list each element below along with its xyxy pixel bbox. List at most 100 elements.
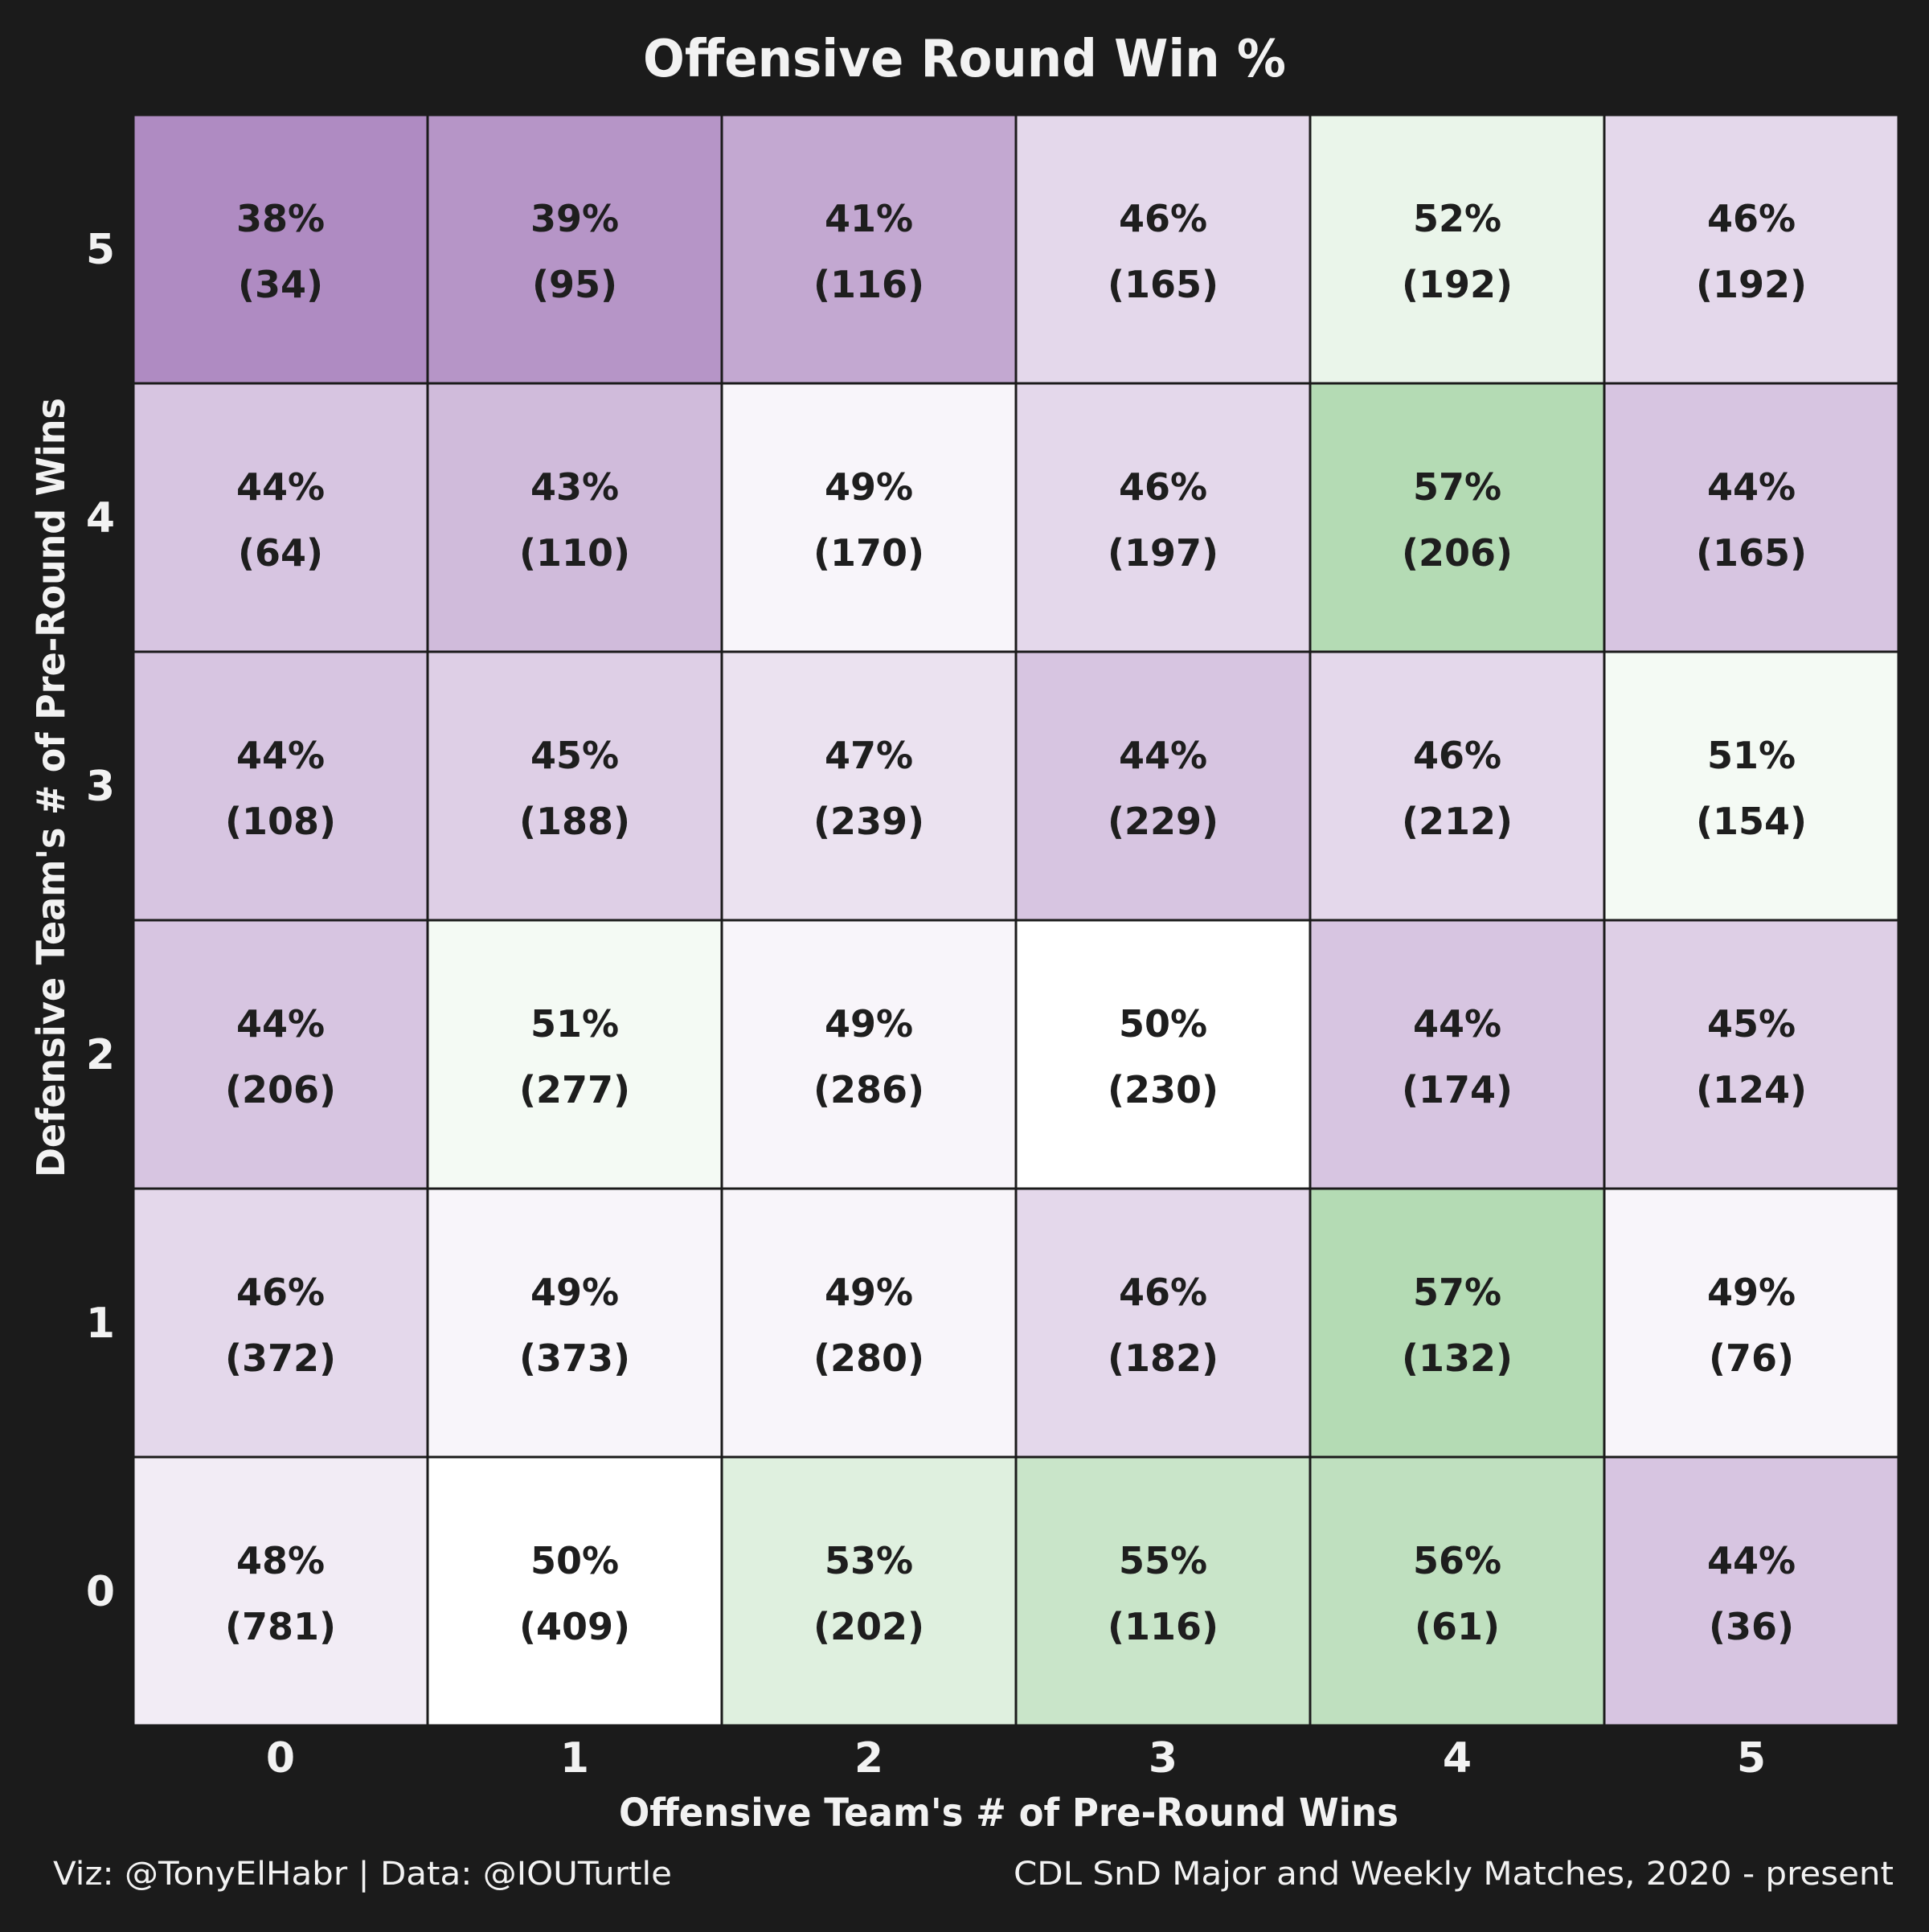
heatmap-cell-x1-y1 [426, 1187, 723, 1459]
cell-pct-label: 44% [1707, 465, 1796, 509]
y-tick-label: 1 [86, 1300, 115, 1348]
cell-pct-label: 46% [1119, 197, 1207, 240]
cell-pct-label: 39% [530, 197, 619, 240]
cell-pct-label: 44% [236, 734, 325, 777]
cell-count-label: (61) [1415, 1605, 1500, 1648]
cell-count-label: (192) [1402, 263, 1513, 306]
heatmap-cell-x2-y5 [720, 113, 1018, 385]
heatmap-cell-x0-y2 [132, 919, 429, 1190]
heatmap-cell-x3-y3 [1014, 650, 1312, 922]
heatmap-cell-x2-y2 [720, 919, 1018, 1190]
cell-count-label: (170) [813, 531, 924, 575]
cell-pct-label: 51% [530, 1002, 619, 1046]
cell-count-label: (206) [225, 1068, 336, 1111]
y-tick-label: 4 [86, 494, 115, 542]
caption-right: CDL SnD Major and Weekly Matches, 2020 -… [1014, 1856, 1894, 1893]
cell-pct-label: 49% [825, 1002, 913, 1046]
heatmap-cell-x5-y1 [1603, 1187, 1900, 1459]
cell-pct-label: 55% [1119, 1539, 1207, 1582]
cell-pct-label: 49% [530, 1271, 619, 1314]
cell-pct-label: 50% [1119, 1002, 1207, 1046]
cell-pct-label: 44% [236, 465, 325, 509]
cell-count-label: (132) [1402, 1336, 1513, 1380]
heatmap-cell-x0-y1 [132, 1187, 429, 1459]
cell-count-label: (188) [519, 800, 630, 843]
cell-count-label: (108) [225, 800, 336, 843]
heatmap-cell-x1-y3 [426, 650, 723, 922]
cell-count-label: (116) [813, 263, 924, 306]
heatmap-cell-x2-y3 [720, 650, 1018, 922]
cell-pct-label: 46% [1119, 465, 1207, 509]
x-axis-label: Offensive Team's # of Pre-Round Wins [619, 1791, 1399, 1836]
cell-pct-label: 57% [1413, 465, 1501, 509]
heatmap-cell-x0-y0 [132, 1455, 429, 1727]
caption-left: Viz: @TonyElHabr | Data: @IOUTurtle [53, 1856, 672, 1893]
heatmap-cell-x5-y2 [1603, 919, 1900, 1190]
cell-count-label: (124) [1696, 1068, 1807, 1111]
heatmap-cell-x3-y4 [1014, 382, 1312, 653]
cell-pct-label: 43% [530, 465, 619, 509]
x-tick-label: 5 [1737, 1734, 1766, 1783]
y-axis-label: Defensive Team's # of Pre-Round Wins [29, 398, 74, 1177]
cell-pct-label: 46% [1707, 197, 1796, 240]
cell-pct-label: 45% [1707, 1002, 1796, 1046]
cell-count-label: (373) [519, 1336, 630, 1380]
cell-count-label: (182) [1108, 1336, 1218, 1380]
y-axis-ticks: 0 1 2 3 4 5 [86, 226, 115, 1616]
chart-title: Offensive Round Win % [643, 30, 1286, 89]
y-tick-label: 3 [86, 763, 115, 811]
cell-pct-label: 45% [530, 734, 619, 777]
cell-count-label: (34) [238, 263, 323, 306]
heatmap-cell-x4-y0 [1309, 1455, 1606, 1727]
cell-pct-label: 51% [1707, 734, 1796, 777]
x-axis-ticks: 0 1 2 3 4 5 [266, 1734, 1766, 1783]
cell-count-label: (165) [1108, 263, 1218, 306]
cell-pct-label: 48% [236, 1539, 325, 1582]
y-tick-label: 5 [86, 226, 115, 274]
heatmap-cell-x1-y0 [426, 1455, 723, 1727]
cell-count-label: (277) [519, 1068, 630, 1111]
cell-count-label: (36) [1709, 1605, 1794, 1648]
heatmap-cell-x2-y1 [720, 1187, 1018, 1459]
cell-pct-label: 49% [825, 1271, 913, 1314]
heatmap-cell-x4-y2 [1309, 919, 1606, 1190]
cell-pct-label: 44% [1707, 1539, 1796, 1582]
cell-pct-label: 49% [1707, 1271, 1796, 1314]
cell-count-label: (409) [519, 1605, 630, 1648]
cell-count-label: (781) [225, 1605, 336, 1648]
heatmap-cell-x0-y5 [132, 113, 429, 385]
cell-count-label: (76) [1709, 1336, 1794, 1380]
cell-pct-label: 52% [1413, 197, 1501, 240]
x-tick-label: 3 [1149, 1734, 1177, 1783]
heatmap-cell-x0-y4 [132, 382, 429, 653]
cell-count-label: (239) [813, 800, 924, 843]
heatmap-cell-x1-y2 [426, 919, 723, 1190]
cell-count-label: (372) [225, 1336, 336, 1380]
cell-count-label: (154) [1696, 800, 1807, 843]
cell-count-label: (286) [813, 1068, 924, 1111]
cell-pct-label: 44% [1413, 1002, 1501, 1046]
cell-count-label: (174) [1402, 1068, 1513, 1111]
cell-count-label: (116) [1108, 1605, 1218, 1648]
cell-count-label: (206) [1402, 531, 1513, 575]
heatmap-cell-x3-y1 [1014, 1187, 1312, 1459]
cell-count-label: (202) [813, 1605, 924, 1648]
heatmap-cell-x5-y4 [1603, 382, 1900, 653]
x-tick-label: 0 [266, 1734, 295, 1783]
cell-pct-label: 46% [1119, 1271, 1207, 1314]
y-tick-label: 0 [86, 1568, 115, 1616]
heatmap-cell-x0-y3 [132, 650, 429, 922]
x-tick-label: 1 [560, 1734, 589, 1783]
cell-pct-label: 57% [1413, 1271, 1501, 1314]
cell-pct-label: 44% [236, 1002, 325, 1046]
cell-pct-label: 49% [825, 465, 913, 509]
cell-count-label: (95) [532, 263, 617, 306]
cell-count-label: (110) [519, 531, 630, 575]
heatmap-cell-x5-y3 [1603, 650, 1900, 922]
cell-count-label: (165) [1696, 531, 1807, 575]
x-tick-label: 2 [854, 1734, 883, 1783]
cell-count-label: (212) [1402, 800, 1513, 843]
heatmap-cell-x4-y5 [1309, 113, 1606, 385]
y-tick-label: 2 [86, 1031, 115, 1079]
